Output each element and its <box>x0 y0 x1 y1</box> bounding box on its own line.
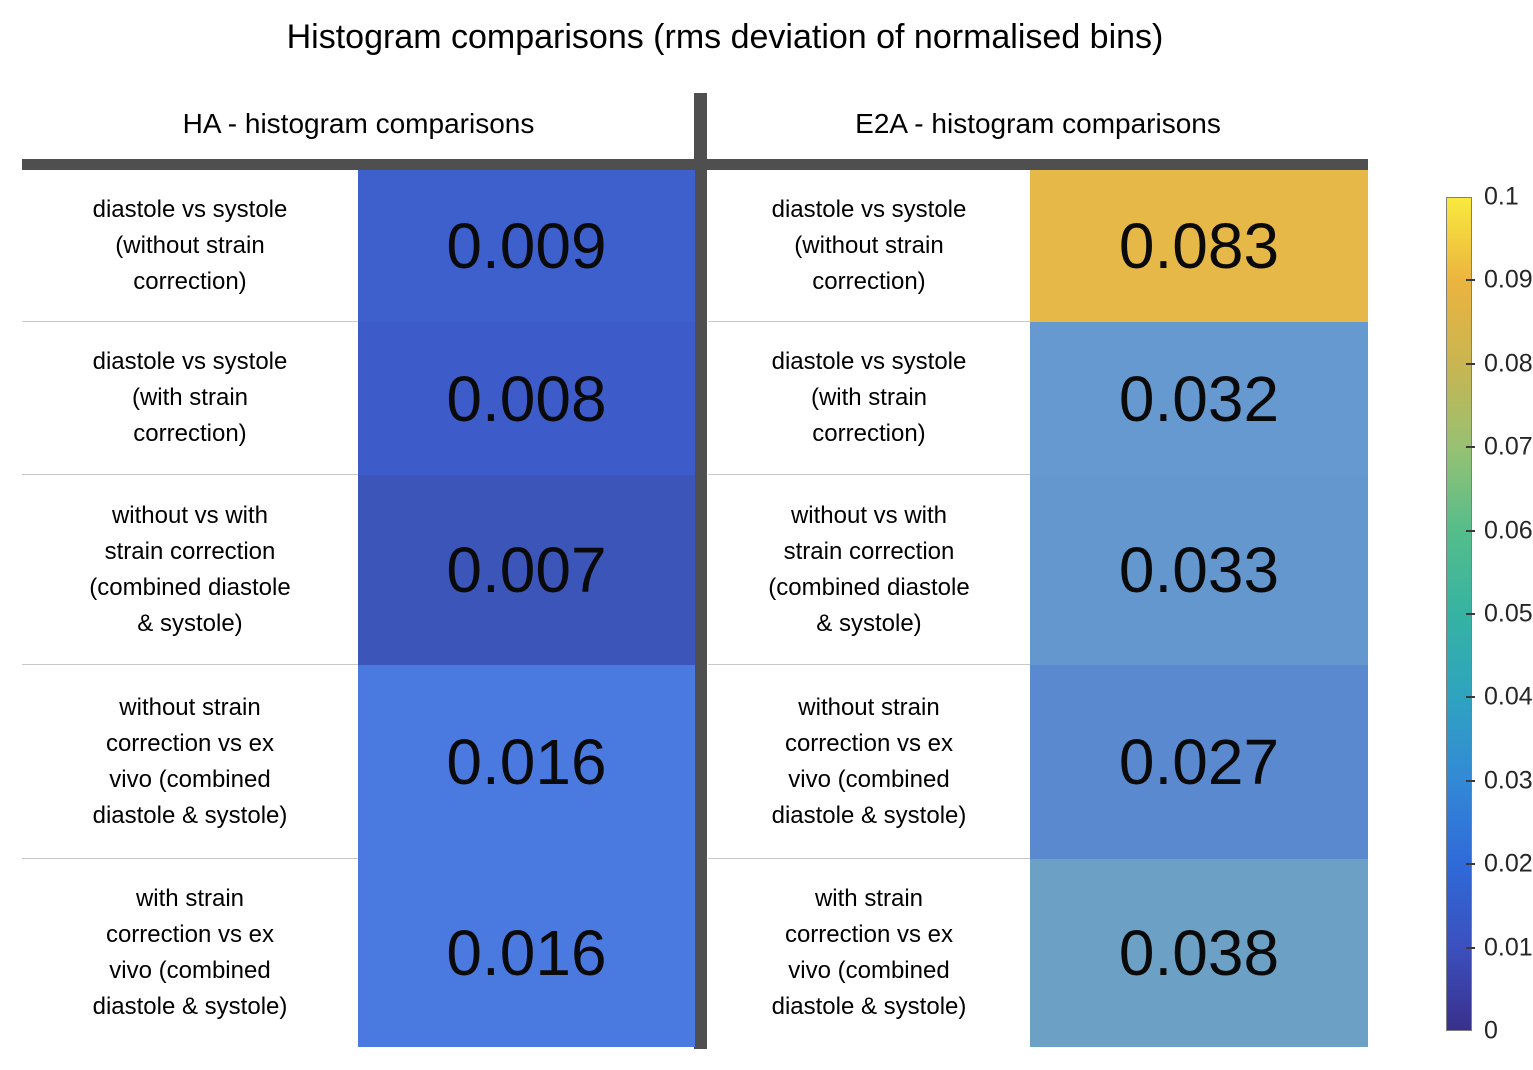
heatmap-cell: 0.007 <box>358 475 695 665</box>
table-row: without strain correction vs ex vivo (co… <box>708 665 1368 859</box>
heatmap-cell: 0.016 <box>358 859 695 1047</box>
table-row: diastole vs systole (with strain correct… <box>22 322 695 475</box>
table-row: diastole vs systole (without strain corr… <box>22 170 695 322</box>
row-label: without vs with strain correction (combi… <box>708 475 1030 665</box>
row-label: with strain correction vs ex vivo (combi… <box>708 859 1030 1047</box>
table-row: without vs with strain correction (combi… <box>22 475 695 665</box>
colorbar-tick-label: 0.03 <box>1484 766 1533 795</box>
heatmap-cell: 0.016 <box>358 665 695 859</box>
colorbar-tick-label: 0.06 <box>1484 516 1533 545</box>
panel-e2a: diastole vs systole (without strain corr… <box>708 170 1368 1047</box>
row-label: diastole vs systole (without strain corr… <box>708 170 1030 322</box>
figure-title: Histogram comparisons (rms deviation of … <box>286 18 1164 56</box>
heatmap-cell: 0.033 <box>1030 475 1368 665</box>
heatmap-cell: 0.038 <box>1030 859 1368 1047</box>
colorbar-tick-label: 0.04 <box>1484 682 1533 711</box>
panel-header-e2a: E2A - histogram comparisons <box>855 108 1221 139</box>
table-row: without strain correction vs ex vivo (co… <box>22 665 695 859</box>
row-label: without vs with strain correction (combi… <box>22 475 358 665</box>
row-label: without strain correction vs ex vivo (co… <box>22 665 358 859</box>
colorbar-tick-label: 0.02 <box>1484 849 1533 878</box>
row-label: diastole vs systole (with strain correct… <box>708 322 1030 475</box>
table-row: diastole vs systole (with strain correct… <box>708 322 1368 475</box>
colorbar-gradient <box>1446 197 1472 1031</box>
colorbar-tick-label: 0.01 <box>1484 933 1533 962</box>
table-row: diastole vs systole (without strain corr… <box>708 170 1368 322</box>
heatmap-cell: 0.032 <box>1030 322 1368 475</box>
heatmap-cell: 0.009 <box>358 170 695 322</box>
vertical-divider-bar <box>694 93 707 1049</box>
colorbar-tick-label: 0 <box>1484 1016 1498 1045</box>
table-row: with strain correction vs ex vivo (combi… <box>22 859 695 1047</box>
heatmap-cell: 0.083 <box>1030 170 1368 322</box>
colorbar-tick-label: 0.07 <box>1484 432 1533 461</box>
heatmap-cell: 0.008 <box>358 322 695 475</box>
row-label: without strain correction vs ex vivo (co… <box>708 665 1030 859</box>
heatmap-cell: 0.027 <box>1030 665 1368 859</box>
row-label: with strain correction vs ex vivo (combi… <box>22 859 358 1047</box>
colorbar-tick-label: 0.09 <box>1484 265 1533 294</box>
colorbar-tick-label: 0.1 <box>1484 182 1519 211</box>
row-label: diastole vs systole (with strain correct… <box>22 322 358 475</box>
row-label: diastole vs systole (without strain corr… <box>22 170 358 322</box>
panel-header-ha: HA - histogram comparisons <box>182 108 535 139</box>
colorbar-tick-label: 0.08 <box>1484 349 1533 378</box>
panel-ha: diastole vs systole (without strain corr… <box>22 170 695 1047</box>
colorbar-tick-label: 0.05 <box>1484 599 1533 628</box>
table-row: with strain correction vs ex vivo (combi… <box>708 859 1368 1047</box>
table-row: without vs with strain correction (combi… <box>708 475 1368 665</box>
